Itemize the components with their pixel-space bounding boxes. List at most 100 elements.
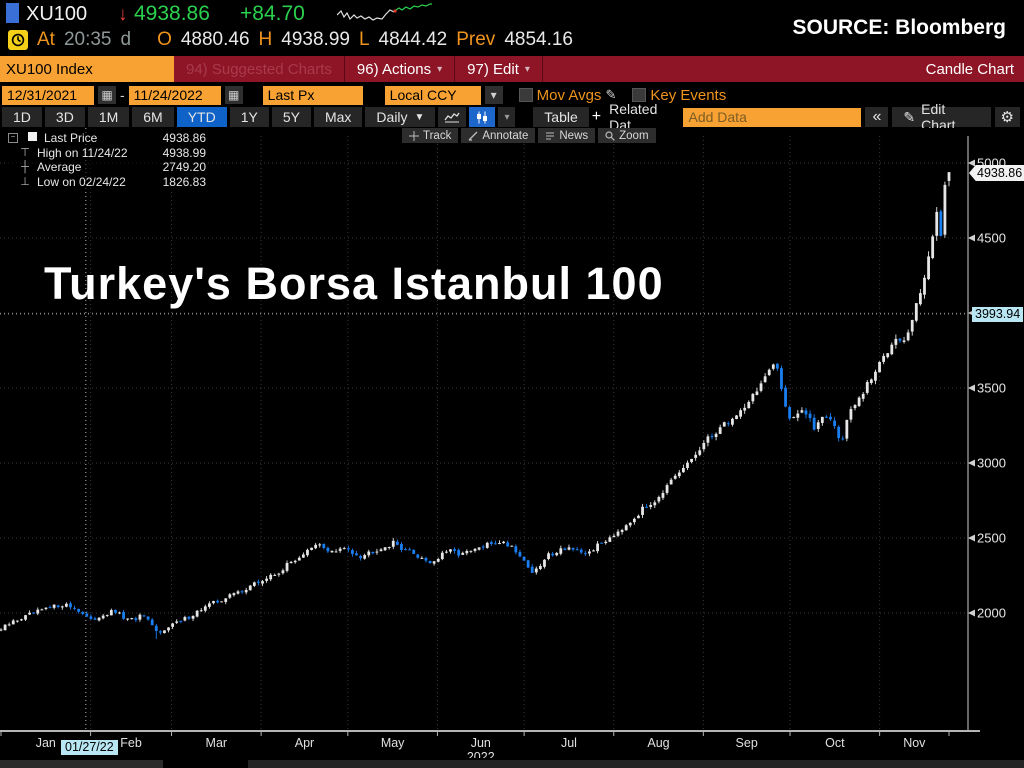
menu-edit[interactable]: 97) Edit ▾	[455, 56, 543, 82]
security-color-tag	[6, 3, 19, 23]
svg-text:Jul: Jul	[561, 736, 577, 750]
chevron-down-icon[interactable]: ▾	[484, 86, 503, 104]
svg-text:2022: 2022	[467, 750, 495, 758]
collapse-panel-button[interactable]: «	[865, 107, 889, 127]
chart-settings-gear-button[interactable]: ⚙	[994, 107, 1020, 127]
price-field-select[interactable]: Last Px	[262, 85, 363, 105]
menu-bar: XU100 Index 94) Suggested Charts 96) Act…	[0, 56, 1024, 82]
chevron-down-icon: ▾	[437, 63, 443, 75]
quote-time: 20:35	[63, 29, 112, 50]
low-marker-icon: ⊥	[20, 176, 30, 189]
bottom-strip	[0, 758, 1024, 768]
key-events-checkbox[interactable]	[632, 88, 647, 102]
tab-range-max[interactable]: Max	[313, 107, 363, 127]
tab-range-1m[interactable]: 1M	[87, 107, 130, 127]
legend-high: ⊤ High on 11/24/22 4938.99	[8, 146, 206, 161]
legend-average: ┼ Average 2749.20	[8, 160, 206, 175]
tab-range-6m[interactable]: 6M	[132, 107, 174, 127]
high-label: H	[258, 29, 273, 50]
mov-avgs-checkbox[interactable]	[518, 88, 533, 102]
last-price-marker	[27, 132, 37, 142]
line-chart-icon	[444, 112, 460, 123]
pencil-icon: ✎	[903, 108, 916, 125]
range-tab-bar: 1D 3D 1M 6M YTD 1Y 5Y Max Daily ▼ ▾ Tabl…	[0, 101, 1024, 133]
intraday-sparkline	[337, 3, 432, 21]
high-marker-icon: ⊤	[20, 147, 30, 160]
svg-text:3000: 3000	[977, 456, 1006, 471]
prev-value: 4854.16	[504, 29, 573, 50]
legend-last-price: − Last Price 4938.86	[8, 131, 206, 146]
calendar-icon[interactable]: ▦	[98, 86, 116, 104]
calendar-icon[interactable]: ▦	[224, 86, 243, 104]
magnifier-icon	[605, 130, 615, 141]
svg-text:3500: 3500	[977, 381, 1006, 396]
high-value: 4938.99	[281, 29, 350, 50]
frequency-select[interactable]: Daily ▼	[365, 107, 436, 127]
tab-range-1d[interactable]: 1D	[2, 107, 42, 127]
crosshair-value-badge: 3993.94	[972, 307, 1024, 322]
source-label: SOURCE: Bloomberg	[792, 16, 1006, 39]
last-price-axis-badge: 4938.86	[969, 165, 1024, 181]
svg-text:Jun: Jun	[471, 736, 491, 750]
pencil-icon[interactable]: ✎	[605, 87, 617, 102]
chart-settings-toolbar: 12/31/2021 ▦ - 11/24/2022 ▦ Last Px Loca…	[0, 84, 1024, 106]
mov-avgs-label: Mov Avgs	[536, 86, 602, 104]
chart-legend: − Last Price 4938.86 ⊤ High on 11/24/22 …	[8, 131, 206, 189]
line-chart-type-button[interactable]	[438, 107, 467, 127]
track-button[interactable]: Track	[402, 128, 459, 143]
svg-text:Sep: Sep	[736, 736, 758, 750]
news-button[interactable]: News	[538, 128, 596, 143]
svg-text:Feb: Feb	[120, 736, 142, 750]
security-info-bar: XU100 ↓ 4938.86 +84.70	[0, 0, 1024, 28]
date-separator: -	[120, 87, 125, 103]
tab-range-5y[interactable]: 5Y	[271, 107, 311, 127]
svg-text:May: May	[381, 736, 405, 750]
chevron-down-icon: ▾	[524, 63, 530, 75]
ticker-symbol: XU100	[26, 3, 88, 25]
tab-range-ytd[interactable]: YTD	[176, 107, 227, 127]
in-chart-toolbar: Track Annotate News Zoom	[402, 128, 656, 143]
function-title: Candle Chart	[925, 60, 1014, 78]
price-down-arrow-icon: ↓	[118, 4, 128, 25]
low-label: L	[358, 29, 370, 50]
tab-range-1y[interactable]: 1Y	[229, 107, 269, 127]
news-lines-icon	[546, 132, 555, 139]
last-price: 4938.86	[134, 2, 210, 25]
svg-text:Jan: Jan	[36, 736, 56, 750]
candlestick-chart-area: 2000250030003500400045005000JanFebMarApr…	[0, 128, 1024, 758]
track-crosshair-icon	[409, 130, 419, 141]
svg-text:Mar: Mar	[206, 736, 228, 750]
edit-chart-button[interactable]: ✎ Edit Chart	[892, 101, 991, 133]
security-field[interactable]: XU100 Index	[0, 56, 174, 82]
add-data-input[interactable]	[683, 107, 862, 127]
open-label: O	[157, 29, 172, 50]
svg-text:Oct: Oct	[825, 736, 845, 750]
svg-text:Apr: Apr	[295, 736, 314, 750]
table-button[interactable]: Table	[533, 107, 589, 127]
candles-layer	[0, 172, 951, 639]
prev-label: Prev	[456, 29, 496, 50]
plus-icon: +	[591, 108, 602, 125]
candle-chart-icon	[477, 111, 488, 123]
date-from-field[interactable]: 12/31/2021	[2, 85, 94, 105]
candle-chart-type-button[interactable]	[469, 107, 496, 127]
currency-select[interactable]: Local CCY	[384, 85, 481, 105]
legend-collapse-icon[interactable]: −	[8, 133, 18, 144]
crosshair-date-badge: 01/27/22	[61, 740, 118, 755]
svg-text:2000: 2000	[977, 606, 1006, 621]
open-value: 4880.46	[180, 29, 250, 50]
svg-text:4500: 4500	[977, 231, 1006, 246]
average-marker-icon: ┼	[21, 161, 29, 174]
session-stats-bar: At 20:35 d O 4880.46 H 4938.99 L 4844.42…	[0, 28, 1024, 54]
zoom-button[interactable]: Zoom	[598, 128, 656, 143]
menu-actions[interactable]: 96) Actions ▾	[345, 56, 456, 82]
tab-range-3d[interactable]: 3D	[44, 107, 85, 127]
chart-type-dropdown[interactable]: ▾	[498, 107, 516, 127]
annotate-pencil-icon	[468, 131, 478, 141]
candlestick-chart: 2000250030003500400045005000JanFebMarApr…	[0, 128, 1006, 758]
market-clock-icon	[8, 30, 28, 50]
annotate-button[interactable]: Annotate	[461, 128, 536, 143]
at-label: At	[37, 29, 55, 50]
date-to-field[interactable]: 11/24/2022	[128, 85, 221, 105]
menu-suggested-charts[interactable]: 94) Suggested Charts	[174, 56, 345, 82]
